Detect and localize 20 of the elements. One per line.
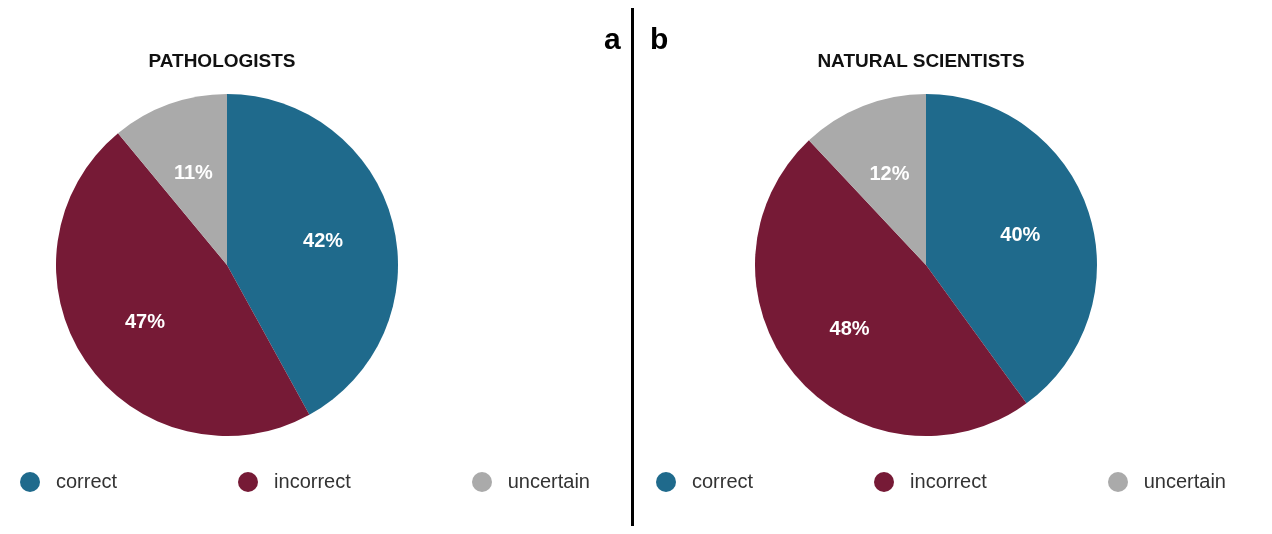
pie-slice bbox=[926, 94, 1097, 404]
legend-label: uncertain bbox=[1143, 470, 1226, 493]
legend-label: incorrect bbox=[274, 470, 351, 493]
text: a bbox=[604, 22, 621, 56]
data-label: 12% bbox=[869, 161, 910, 184]
pie-slice bbox=[227, 94, 398, 415]
legend-label: incorrect bbox=[910, 470, 987, 493]
data-label: 11% bbox=[173, 160, 214, 183]
data-label: 48% bbox=[829, 317, 870, 340]
text: b bbox=[650, 22, 669, 56]
pie-slice bbox=[808, 94, 926, 265]
chart-title: PATHOLOGISTS bbox=[147, 50, 297, 72]
chart-title: NATURAL SCIENTISTS bbox=[816, 50, 1026, 72]
legend-label: correct bbox=[56, 470, 118, 493]
data-label: 42% bbox=[303, 229, 344, 252]
data-label: 40% bbox=[1000, 223, 1041, 246]
data-label: 47% bbox=[124, 309, 166, 332]
legend-label: correct bbox=[692, 470, 754, 493]
legend-label: uncertain bbox=[507, 470, 590, 493]
pie-slice bbox=[118, 94, 227, 265]
